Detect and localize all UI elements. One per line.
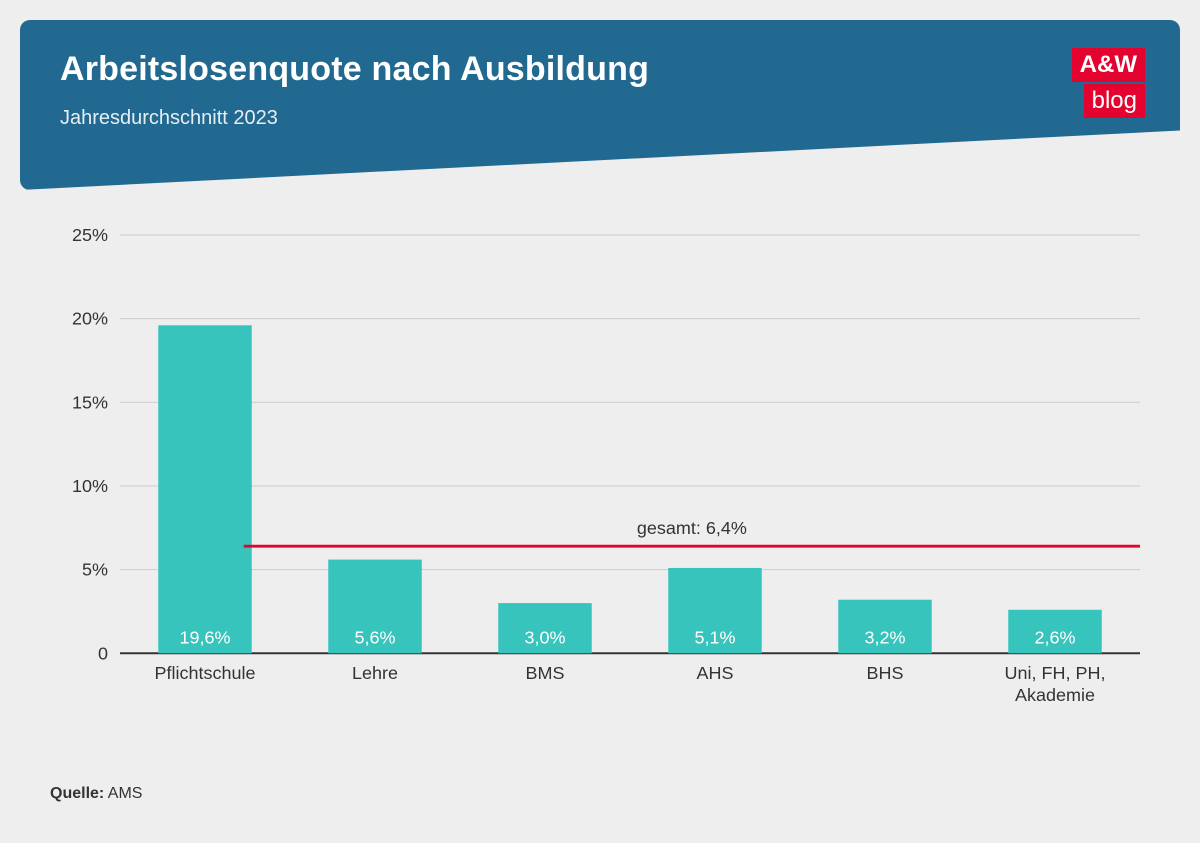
bar-value-label: 19,6% bbox=[179, 627, 230, 647]
source-label: Quelle: bbox=[50, 785, 104, 802]
bar-value-label: 3,2% bbox=[864, 627, 905, 647]
bar-chart: 0 5% 10% 15% 20% 25% 19,6% Pflichtschule 5,6% Leh… bbox=[50, 225, 1150, 723]
category-label: Akademie bbox=[1015, 685, 1095, 705]
bar-value-label: 5,1% bbox=[694, 627, 735, 647]
chart-title: Arbeitslosenquote nach Ausbildung bbox=[60, 50, 1140, 89]
logo-line-2: blog bbox=[1084, 84, 1145, 118]
reference-line-label: gesamt: 6,4% bbox=[637, 518, 747, 538]
y-tick-label: 5% bbox=[82, 560, 108, 580]
bar-value-label: 3,0% bbox=[524, 627, 565, 647]
y-tick-label: 25% bbox=[72, 225, 108, 245]
y-tick-label: 0 bbox=[98, 643, 108, 663]
chart-subtitle: Jahresdurchschnitt 2023 bbox=[60, 107, 1140, 130]
bar-chart-svg: 0 5% 10% 15% 20% 25% 19,6% Pflichtschule 5,6% Leh… bbox=[50, 225, 1150, 723]
y-tick-label: 10% bbox=[72, 476, 108, 496]
y-tick-label: 15% bbox=[72, 392, 108, 412]
category-label: BHS bbox=[867, 663, 904, 683]
y-tick-label: 20% bbox=[72, 309, 108, 329]
chart-header: Arbeitslosenquote nach Ausbildung Jahres… bbox=[20, 20, 1180, 190]
brand-logo: A&W blog bbox=[1072, 48, 1145, 118]
bar-value-label: 5,6% bbox=[354, 627, 395, 647]
logo-line-1: A&W bbox=[1072, 48, 1145, 82]
source-value: AMS bbox=[108, 785, 143, 802]
source-line: Quelle: AMS bbox=[50, 785, 142, 803]
category-label: BMS bbox=[526, 663, 565, 683]
category-label: AHS bbox=[697, 663, 734, 683]
category-label: Uni, FH, PH, bbox=[1005, 663, 1106, 683]
category-label: Pflichtschule bbox=[155, 663, 256, 683]
bar bbox=[158, 325, 252, 653]
bar-value-label: 2,6% bbox=[1034, 627, 1075, 647]
category-label: Lehre bbox=[352, 663, 398, 683]
